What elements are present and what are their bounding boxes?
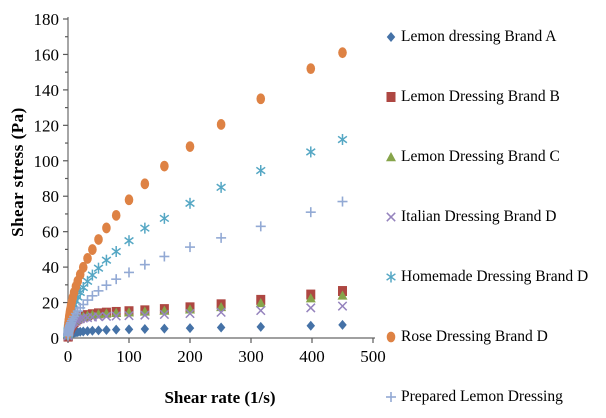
circle-icon (386, 331, 396, 343)
legend-label: Homemade Dressing Brand D (401, 268, 589, 285)
x-tick-label: 0 (64, 347, 73, 366)
y-tick-label: 180 (34, 10, 60, 29)
legend-item-3: Lemon Dressing Brand C (383, 148, 605, 166)
y-tick-label: 140 (34, 81, 60, 100)
series-circle (63, 47, 347, 339)
legend-item-5: Homemade Dressing Brand D (383, 268, 605, 286)
y-tick-label: 80 (42, 187, 59, 206)
plus-icon (386, 392, 396, 402)
asterisk-icon (386, 271, 396, 283)
x-tick-label: 400 (299, 347, 325, 366)
x-icon (386, 212, 396, 222)
legend-item-6: Rose Dressing Brand D (383, 328, 605, 346)
diamond-icon (386, 32, 396, 42)
x-tick-label: 300 (238, 347, 264, 366)
legend-item-7: Prepared Lemon Dressing (383, 388, 605, 406)
x-tick-label: 500 (360, 347, 386, 366)
legend-label: Lemon Dressing Brand C (401, 148, 560, 165)
x-axis-title: Shear rate (1/s) (164, 388, 276, 407)
y-tick-label: 0 (51, 329, 60, 348)
legend-item-1: Lemon dressing Brand A (383, 28, 605, 46)
triangle-icon (386, 152, 396, 162)
y-tick-label: 160 (34, 45, 60, 64)
y-axis-title: Shear stress (Pa) (8, 107, 27, 237)
legend-label: Lemon Dressing Brand B (401, 88, 560, 105)
legend-item-2: Lemon Dressing Brand B (383, 88, 605, 106)
legend-label: Lemon dressing Brand A (401, 28, 557, 45)
legend-label: Prepared Lemon Dressing (401, 388, 563, 405)
x-tick-label: 200 (177, 347, 203, 366)
legend-label: Italian Dressing Brand D (401, 208, 557, 225)
x-tick-label: 100 (116, 347, 142, 366)
legend-label: Rose Dressing Brand D (401, 328, 548, 345)
series-diamond (63, 319, 347, 343)
y-tick-label: 120 (34, 116, 60, 135)
y-tick-label: 20 (42, 294, 59, 313)
square-icon (386, 92, 396, 102)
y-tick-label: 60 (42, 223, 59, 242)
y-tick-label: 40 (42, 258, 59, 277)
y-tick-label: 100 (34, 152, 60, 171)
legend-item-4: Italian Dressing Brand D (383, 208, 605, 226)
legend: Lemon dressing Brand A Lemon Dressing Bra… (383, 0, 605, 418)
series-plus (63, 196, 348, 341)
